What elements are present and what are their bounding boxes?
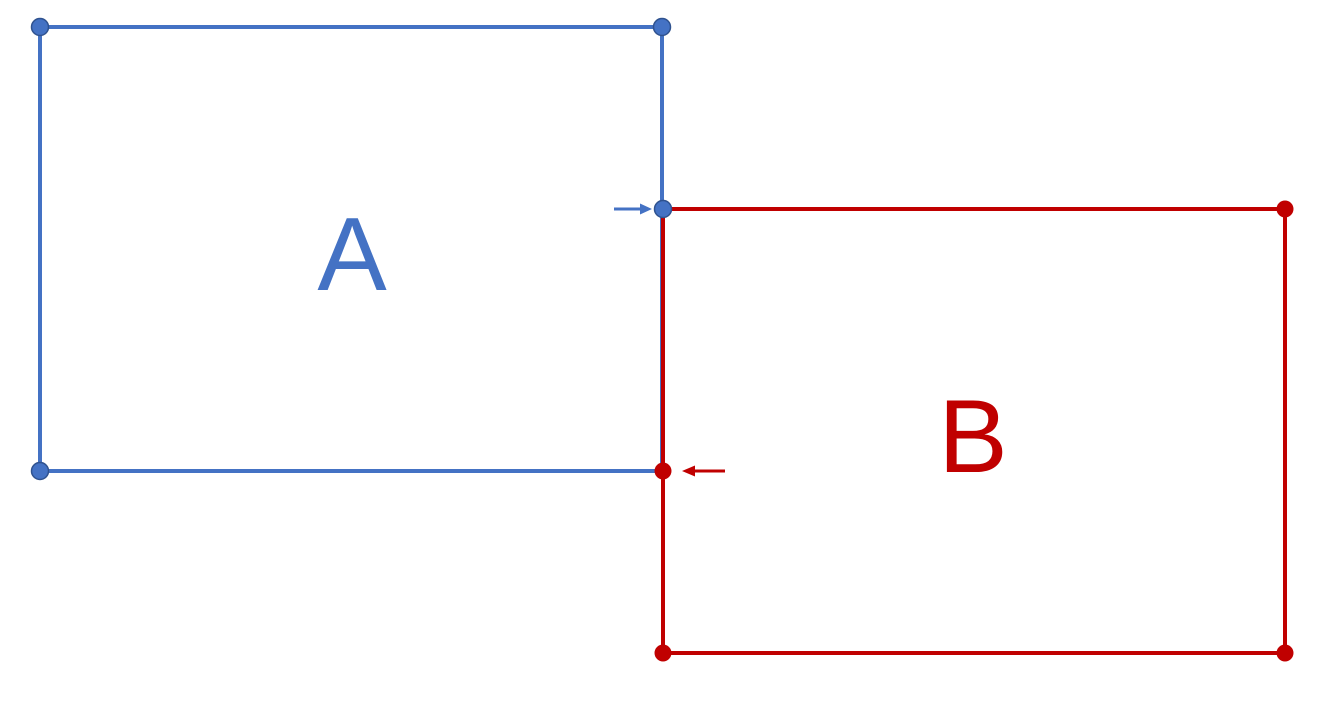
rect-b: B — [654, 200, 1294, 662]
arrow-left-icon — [682, 465, 725, 477]
rect-a-corner-inside-b-marker — [653, 199, 673, 219]
rect-b-outline — [661, 207, 1287, 655]
arrow-right-icon — [614, 203, 652, 215]
rect-b-label: B — [938, 379, 1007, 495]
rect-a-label: A — [317, 197, 387, 313]
rect-b-corner-bottom-right — [1276, 644, 1294, 662]
rect-b-corner-bottom-left — [654, 644, 672, 662]
rect-a: A — [30, 17, 672, 481]
rect-a-corner-top-left — [30, 17, 50, 37]
rect-a-corner-bottom-left — [30, 461, 50, 481]
rect-b-corner-top-right — [1276, 200, 1294, 218]
rect-b-corner-bottom-left-of-a-overlap — [654, 462, 672, 480]
rect-a-corner-top-right — [652, 17, 672, 37]
